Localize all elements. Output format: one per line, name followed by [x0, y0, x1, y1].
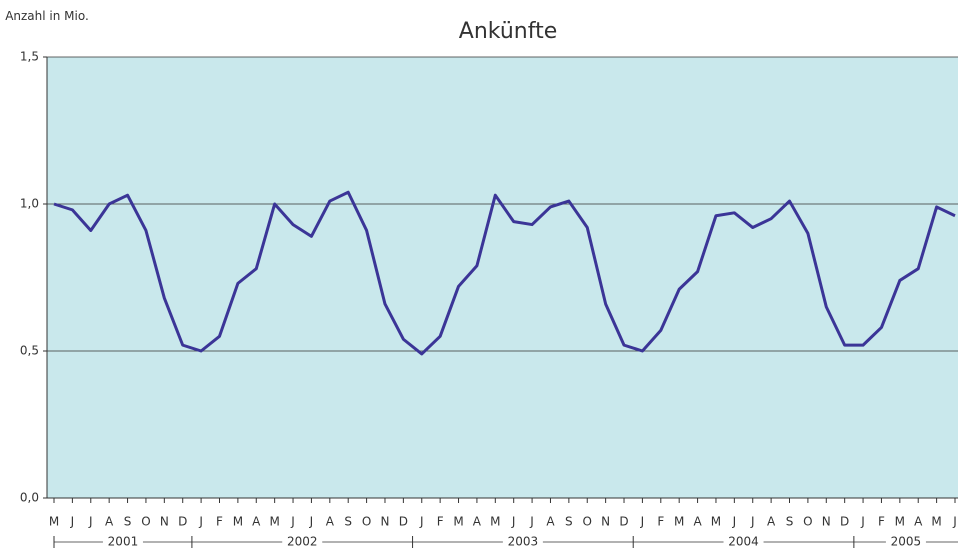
x-tick-label: A — [767, 515, 776, 529]
x-tick-label: J — [290, 515, 295, 529]
x-tick-label: D — [399, 515, 408, 529]
x-tick-label: N — [380, 515, 389, 529]
x-tick-label: M — [711, 515, 721, 529]
x-tick-label: J — [732, 515, 737, 529]
x-tick-label: M — [931, 515, 941, 529]
x-tick-label: M — [49, 515, 59, 529]
plot-background — [47, 57, 958, 498]
year-label-bg — [723, 533, 764, 551]
x-tick-label: J — [309, 515, 314, 529]
year-label-bg — [102, 533, 143, 551]
y-tick-label: 0,5 — [20, 344, 39, 358]
x-tick-label: N — [822, 515, 831, 529]
data-line — [53, 190, 956, 356]
year-label-bg — [502, 533, 543, 551]
x-tick-label: J — [419, 515, 424, 529]
x-tick-label: O — [583, 515, 592, 529]
x-tick-label: O — [803, 515, 812, 529]
x-tick-label: J — [511, 515, 516, 529]
x-tick-label: J — [529, 515, 534, 529]
year-label: 2001 — [108, 535, 139, 549]
x-tick-label: D — [619, 515, 628, 529]
x-tick-label: S — [786, 515, 794, 529]
year-label-bg — [885, 533, 926, 551]
x-tick-label: O — [141, 515, 150, 529]
x-tick-label: S — [124, 515, 132, 529]
y-tick-label: 1,5 — [20, 50, 39, 64]
x-tick-label: J — [88, 515, 93, 529]
x-tick-label: A — [252, 515, 261, 529]
year-label: 2004 — [728, 535, 759, 549]
x-tick-label: A — [546, 515, 555, 529]
x-tick-label: M — [490, 515, 500, 529]
x-tick-label: D — [840, 515, 849, 529]
x-tick-label: O — [362, 515, 371, 529]
y-tick-label: 0,0 — [20, 491, 39, 505]
x-tick-label: F — [657, 515, 664, 529]
x-tick-label: M — [233, 515, 243, 529]
y-tick-label: 1,0 — [20, 197, 39, 211]
x-tick-label: M — [674, 515, 684, 529]
year-label-bg — [282, 533, 323, 551]
x-tick-label: J — [640, 515, 645, 529]
x-tick-label: J — [70, 515, 75, 529]
x-tick-label: S — [565, 515, 573, 529]
x-tick-label: J — [198, 515, 203, 529]
x-tick-label: F — [216, 515, 223, 529]
x-tick-label: M — [895, 515, 905, 529]
x-tick-label: S — [344, 515, 352, 529]
x-tick-label: A — [473, 515, 482, 529]
x-tick-label: M — [269, 515, 279, 529]
x-tick-label: A — [914, 515, 923, 529]
x-tick-label: F — [437, 515, 444, 529]
year-label: 2002 — [287, 535, 318, 549]
x-tick-label: A — [105, 515, 114, 529]
x-tick-label: J — [952, 515, 957, 529]
x-tick-label: J — [750, 515, 755, 529]
x-tick-label: M — [453, 515, 463, 529]
year-label: 2005 — [891, 535, 922, 549]
x-tick-label: F — [878, 515, 885, 529]
x-tick-label: A — [326, 515, 335, 529]
year-label: 2003 — [508, 535, 539, 549]
x-tick-label: N — [160, 515, 169, 529]
chart-title: Ankünfte — [459, 19, 557, 44]
x-tick-label: N — [601, 515, 610, 529]
y-axis-label: Anzahl in Mio. — [5, 9, 89, 23]
x-tick-label: D — [178, 515, 187, 529]
x-tick-label: A — [693, 515, 702, 529]
x-tick-label: J — [860, 515, 865, 529]
